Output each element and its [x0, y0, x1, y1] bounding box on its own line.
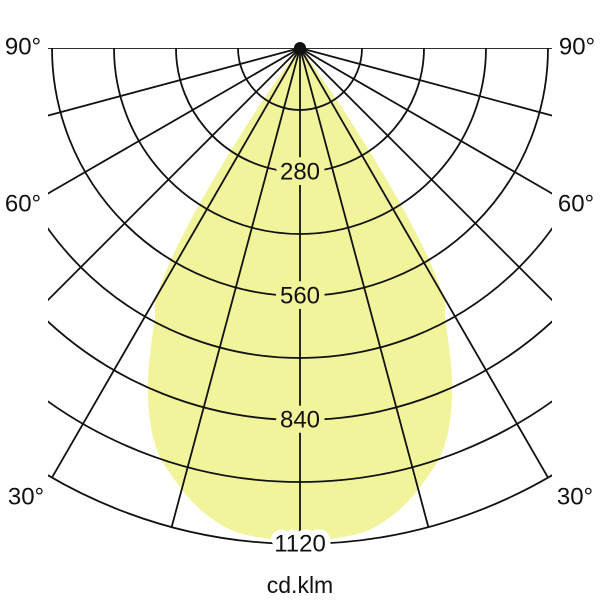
angle-label-right-60: 60°	[558, 191, 594, 218]
pole-marker	[294, 42, 306, 54]
radial-tick-label-840: 840	[280, 407, 320, 434]
angle-grid-line-15deg	[299, 48, 430, 528]
angle-grid-line-45deg	[299, 48, 552, 302]
unit-caption: cd.klm	[267, 572, 333, 598]
angle-label-right-30: 30°	[557, 484, 593, 511]
angle-grid-line--30deg	[51, 48, 301, 478]
polar-grid	[48, 48, 552, 545]
angle-grid-line--15deg	[170, 48, 301, 528]
angle-label-left-30: 30°	[8, 484, 44, 511]
angle-grid-line-60deg	[299, 48, 552, 195]
angle-grid-line-30deg	[299, 48, 549, 478]
radial-tick-label-560: 560	[280, 283, 320, 310]
angle-label-right-90: 90°	[559, 34, 595, 61]
radial-tick-label-1120: 1120	[274, 531, 326, 558]
radial-tick-label-280: 280	[280, 159, 320, 186]
angle-grid-line--45deg	[48, 48, 301, 302]
angle-label-left-90: 90°	[5, 34, 41, 61]
angle-label-left-60: 60°	[5, 191, 41, 218]
angle-grid-line--60deg	[48, 48, 301, 195]
angle-grid-line-75deg	[299, 48, 552, 117]
angle-grid-line--75deg	[48, 48, 301, 117]
